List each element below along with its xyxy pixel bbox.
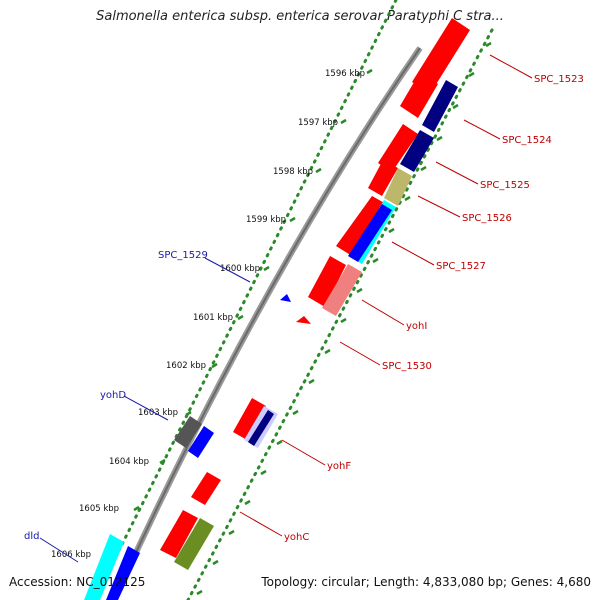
cog-track	[174, 80, 458, 570]
gene-box[interactable]	[191, 472, 221, 505]
label-leader-lines	[39, 54, 533, 563]
gene-label-spc-1526[interactable]: SPC_1526	[462, 213, 512, 224]
gene-box[interactable]	[378, 124, 418, 172]
gene-box[interactable]	[400, 72, 438, 118]
gene-label-spc-1527[interactable]: SPC_1527	[436, 261, 486, 272]
gene-box[interactable]	[336, 196, 388, 256]
gene-label-spc-1529[interactable]: SPC_1529	[158, 250, 208, 261]
gene-box[interactable]	[296, 316, 311, 324]
gene-label-yohd[interactable]: yohD	[100, 390, 126, 401]
inner-dotted-ring	[186, 28, 494, 600]
scale-label: 1599 kbp	[246, 215, 286, 225]
gene-box[interactable]	[308, 256, 346, 307]
scale-label: 1596 kbp	[325, 69, 365, 79]
gene-label-spc-1524[interactable]: SPC_1524	[502, 135, 552, 146]
gene-spc-1523-box[interactable]	[412, 18, 470, 94]
gene-box[interactable]	[422, 80, 458, 132]
gene-box[interactable]	[322, 264, 362, 316]
scale-label: 1606 kbp	[51, 550, 91, 560]
gene-box[interactable]	[384, 168, 412, 206]
gene-box[interactable]	[368, 160, 398, 196]
gene-label-spc-1523[interactable]: SPC_1523	[534, 74, 584, 85]
genome-backbone	[111, 46, 423, 600]
inner-ticks	[196, 41, 492, 596]
gene-label-spc-1530[interactable]: SPC_1530	[382, 361, 432, 372]
gene-spc-1529-box[interactable]	[280, 294, 291, 302]
scale-label: 1598 kbp	[273, 167, 313, 177]
gene-box[interactable]	[248, 410, 274, 446]
scale-label: 1602 kbp	[166, 361, 206, 371]
gene-box[interactable]	[348, 204, 392, 262]
gene-box[interactable]	[400, 130, 434, 172]
outer-dotted-ring	[92, 0, 398, 600]
gene-yohd-box[interactable]	[174, 416, 202, 448]
gene-label-yohi[interactable]: yohI	[406, 321, 427, 332]
topology-text: Topology: circular; Length: 4,833,080 bp…	[261, 575, 591, 589]
scale-label: 1601 kbp	[193, 313, 233, 323]
forward-cds-track	[160, 18, 470, 558]
gene-dld-box[interactable]	[84, 534, 124, 600]
scale-label: 1605 kbp	[79, 504, 119, 514]
gene-label-yohc[interactable]: yohC	[284, 532, 309, 543]
scale-label: 1603 kbp	[138, 408, 178, 418]
gene-box[interactable]	[174, 518, 214, 570]
scale-label: 1600 kbp	[220, 264, 260, 274]
reverse-cds-track	[84, 294, 311, 600]
gene-label-yohf[interactable]: yohF	[327, 461, 351, 472]
gene-box[interactable]	[160, 510, 198, 558]
gene-box[interactable]	[233, 398, 266, 440]
scale-label: 1604 kbp	[109, 457, 149, 467]
scale-label: 1597 kbp	[298, 118, 338, 128]
accession-text: Accession: NC_012125	[9, 575, 146, 589]
gene-label-dld[interactable]: dld	[24, 531, 39, 542]
gene-label-spc-1525[interactable]: SPC_1525	[480, 180, 530, 191]
map-title: Salmonella enterica subsp. enterica sero…	[96, 9, 504, 24]
gene-yohd-box[interactable]	[188, 426, 214, 458]
gene-dld-box[interactable]	[106, 546, 140, 600]
